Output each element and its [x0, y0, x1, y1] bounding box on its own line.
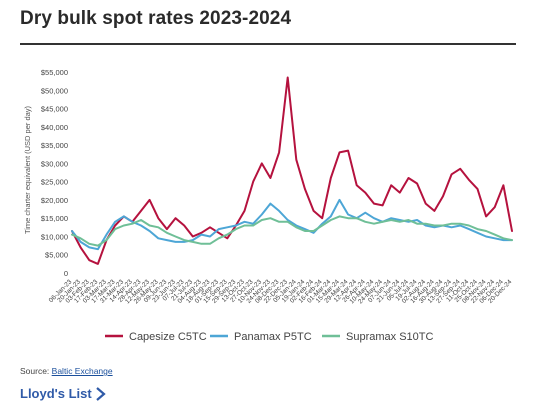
- chevron-right-icon: [96, 386, 106, 401]
- brand-name: Lloyd's List: [20, 386, 92, 401]
- legend-label-capesize-c5tc: Capesize C5TC: [129, 331, 207, 343]
- series-line-capesize-c5tc: [71, 76, 513, 265]
- source-note: Source: Baltic Exchange: [20, 366, 113, 376]
- brand-logo: Lloyd's List: [20, 386, 107, 401]
- chart-title: Dry bulk spot rates 2023-2024: [20, 8, 292, 29]
- source-prefix: Source:: [20, 366, 52, 376]
- legend-label-panamax-p5tc: Panamax P5TC: [234, 331, 312, 343]
- y-tick-label: $5,000: [45, 251, 68, 260]
- source-link[interactable]: Baltic Exchange: [51, 366, 113, 376]
- y-tick-label: $15,000: [41, 214, 68, 223]
- y-tick-label: $30,000: [41, 159, 68, 168]
- y-tick-label: $35,000: [41, 141, 68, 150]
- y-tick-label: $25,000: [41, 178, 68, 187]
- y-axis-label: Time charter equivalent (USD per day): [23, 105, 32, 234]
- y-tick-label: 0: [64, 269, 68, 278]
- y-tick-label: $50,000: [41, 86, 68, 95]
- y-tick-label: $40,000: [41, 123, 68, 132]
- line-chart: Time charter equivalent (USD per day) 0 $…: [23, 68, 514, 343]
- y-tick-label: $20,000: [41, 196, 68, 205]
- title-divider: [20, 43, 516, 45]
- series-line-supramax-s10tc: [71, 215, 513, 247]
- y-tick-label: $45,000: [41, 105, 68, 114]
- y-tick-label: $10,000: [41, 232, 68, 241]
- legend-label-supramax-s10tc: Supramax S10TC: [346, 331, 433, 343]
- y-tick-label: $55,000: [41, 68, 68, 77]
